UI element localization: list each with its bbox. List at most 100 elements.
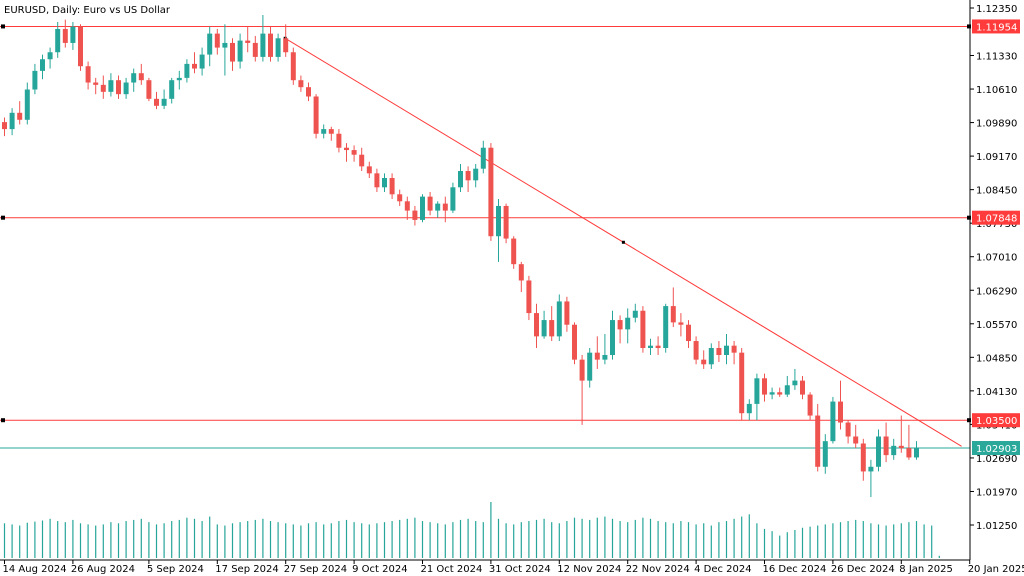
candle-body bbox=[496, 205, 501, 237]
candle bbox=[252, 35, 258, 62]
candle-body bbox=[313, 96, 319, 134]
candle bbox=[382, 173, 387, 192]
candle bbox=[693, 336, 699, 365]
candle bbox=[237, 33, 243, 69]
candle-body bbox=[724, 345, 729, 355]
candle-body bbox=[465, 171, 471, 181]
candle bbox=[777, 387, 783, 397]
candle bbox=[914, 441, 919, 460]
candle-body bbox=[663, 306, 669, 349]
candle bbox=[838, 380, 843, 430]
candle bbox=[617, 315, 623, 344]
candle-body bbox=[678, 322, 684, 325]
candle bbox=[845, 420, 851, 444]
candle-body bbox=[488, 147, 494, 237]
price-badges: 1.11954 1.07848 1.03500 1.02903 bbox=[972, 19, 1020, 456]
candle-body bbox=[214, 33, 220, 48]
candle-body bbox=[359, 154, 365, 167]
candle bbox=[640, 306, 646, 353]
candle bbox=[275, 33, 281, 62]
candle bbox=[214, 28, 220, 55]
candle-body bbox=[32, 70, 38, 90]
time-tick-label: 4 Dec 2024 bbox=[694, 564, 752, 575]
candle-body bbox=[404, 201, 410, 211]
candle-body bbox=[792, 380, 798, 386]
candle-body bbox=[47, 52, 53, 60]
candle bbox=[549, 306, 555, 342]
hline-anchor-right-0 bbox=[967, 24, 971, 29]
candle-body bbox=[169, 80, 175, 99]
candle-body bbox=[275, 38, 281, 57]
candle bbox=[290, 47, 296, 85]
candle-body bbox=[17, 112, 23, 120]
candle-body bbox=[252, 42, 258, 57]
candle-body bbox=[800, 380, 805, 395]
candle bbox=[503, 203, 509, 244]
candle bbox=[784, 375, 790, 397]
hline-anchor-left-1 bbox=[1, 215, 5, 220]
candle bbox=[176, 70, 182, 90]
candle bbox=[800, 375, 805, 400]
candle-body bbox=[108, 80, 114, 92]
volume-bars bbox=[3, 502, 940, 558]
candle bbox=[511, 236, 517, 269]
candle bbox=[632, 303, 638, 323]
price-badge-label-0: 1.11954 bbox=[976, 22, 1017, 33]
candle-body bbox=[754, 378, 760, 404]
candle-body bbox=[480, 147, 486, 169]
candle bbox=[17, 101, 23, 125]
horizontal-lines bbox=[0, 24, 971, 449]
candle bbox=[534, 303, 539, 349]
candle bbox=[344, 143, 349, 162]
price-tick-label: 1.08450 bbox=[976, 186, 1017, 197]
candle bbox=[313, 94, 319, 139]
candle bbox=[579, 354, 585, 425]
candle bbox=[868, 459, 874, 498]
candle bbox=[860, 438, 866, 481]
candle-body bbox=[876, 436, 881, 467]
candle-body bbox=[138, 73, 144, 81]
candle bbox=[442, 196, 448, 223]
candle bbox=[192, 52, 197, 74]
candle bbox=[564, 296, 570, 332]
candle-body bbox=[24, 89, 30, 120]
candle bbox=[754, 373, 760, 421]
candle bbox=[55, 21, 61, 58]
candle bbox=[184, 59, 190, 83]
candle-body bbox=[883, 436, 889, 456]
candle-body bbox=[78, 26, 83, 67]
candle-body bbox=[906, 448, 912, 458]
candle-body bbox=[693, 341, 699, 360]
candle bbox=[230, 38, 235, 71]
candle-body bbox=[230, 42, 235, 62]
plot-area[interactable] bbox=[0, 0, 970, 560]
candle bbox=[260, 14, 266, 62]
candle-body bbox=[830, 401, 836, 442]
candle-body bbox=[769, 392, 775, 395]
candle-body bbox=[161, 98, 167, 106]
candle-body bbox=[807, 394, 813, 416]
candle-body bbox=[40, 59, 45, 71]
candle bbox=[610, 310, 615, 360]
candle bbox=[898, 415, 904, 453]
candle bbox=[496, 198, 501, 262]
candle bbox=[891, 438, 897, 460]
candle-body bbox=[397, 194, 403, 202]
price-tick-label: 1.11330 bbox=[976, 52, 1017, 63]
candle bbox=[321, 124, 327, 139]
candle bbox=[374, 168, 380, 192]
candle bbox=[853, 424, 859, 449]
candle-body bbox=[556, 301, 562, 337]
time-tick-label: 12 Nov 2024 bbox=[557, 564, 621, 575]
candle bbox=[24, 82, 30, 125]
candle-body bbox=[534, 313, 539, 337]
candle-body bbox=[845, 422, 851, 437]
candle-body bbox=[731, 345, 737, 353]
price-badge-bg-0 bbox=[972, 19, 1020, 34]
candle bbox=[708, 343, 714, 369]
price-tick-label: 1.01250 bbox=[976, 521, 1017, 532]
time-axis[interactable]: 14 Aug 2024 26 Aug 2024 5 Sep 2024 17 Sep 2… bbox=[3, 560, 1024, 575]
candle bbox=[724, 334, 729, 365]
